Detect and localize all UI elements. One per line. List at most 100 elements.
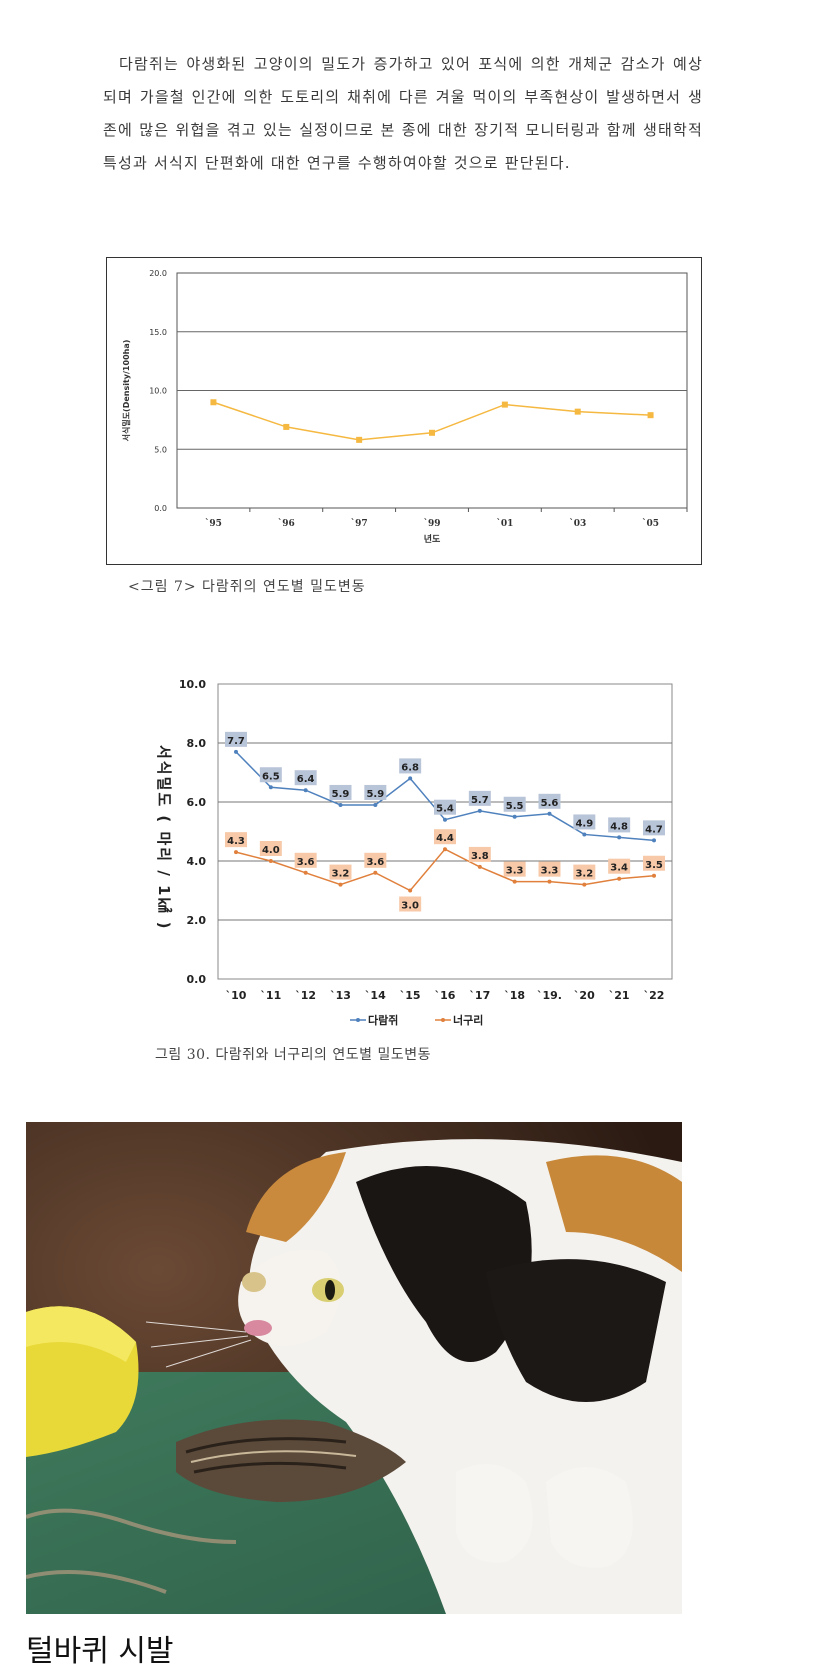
chart2-point (547, 811, 552, 816)
chart2-point (477, 808, 482, 813)
chart2-data-label-bg (468, 846, 491, 862)
chart2-legend-label: 너구리 (453, 1013, 483, 1027)
chart1-point (574, 408, 581, 415)
chart1-ytick-label: 20.0 (149, 269, 167, 278)
chart2-data-label-bg (259, 767, 282, 783)
chart2-data-label: 5.6 (541, 798, 559, 809)
chart2-data-label-bg (364, 784, 387, 800)
chart2-data-label-bg (538, 861, 561, 877)
chart2-xtick-label: `19. (537, 989, 562, 1002)
chart2-xtick-label: `11 (260, 989, 281, 1002)
chart2-point (303, 788, 308, 793)
chart2-point (547, 879, 552, 884)
chart2-data-label-bg (503, 796, 526, 812)
chart2-point (338, 802, 343, 807)
chart2-point (652, 838, 656, 843)
chart2-data-label: 3.2 (575, 869, 593, 880)
chart2-point (234, 850, 238, 855)
chart2-data-label: 3.3 (506, 866, 524, 877)
paragraph-text: 다람쥐는 야생화된 고양이의 밀도가 증가하고 있어 포식에 의한 개체군 감소… (103, 55, 703, 172)
chart2-data-label: 3.5 (645, 860, 663, 871)
chart1-point (647, 412, 654, 419)
chart2-data-label-bg (294, 770, 317, 786)
chart1-xtick-label: `03 (569, 518, 586, 529)
chart2-data-label: 4.9 (575, 818, 593, 829)
chart1-xtick-label: `05 (642, 518, 659, 529)
chart2-xtick-label: `14 (365, 989, 386, 1002)
chart2-ytick-label: 0.0 (187, 973, 207, 986)
chart2-xtick-label: `15 (400, 989, 421, 1002)
chart1-xtick-label: `95 (205, 518, 222, 529)
chart1-xtick-label: `99 (423, 518, 440, 529)
chart1-svg: 0.0 5.0 10.0 15.0 20.0 `95 `96 `97 `99 `01 `03 `05 년… (121, 269, 688, 545)
chart2-point (303, 870, 308, 875)
chart2-point (617, 835, 622, 840)
chart2-data-label-bg (399, 758, 422, 774)
chart2-point (652, 873, 656, 878)
chart2-data-label: 5.7 (471, 795, 489, 806)
chart2-data-label: 6.8 (401, 762, 419, 773)
figure7-caption: <그림 7> 다람쥐의 연도별 밀도변동 (128, 579, 366, 595)
chart2-data-label: 4.0 (262, 845, 280, 856)
chart2-data-label-bg (329, 784, 352, 800)
chart2-data-label-bg (259, 841, 282, 856)
chart2-data-label: 6.4 (297, 774, 315, 785)
chart2-data-label-bg (225, 832, 247, 848)
chart2-point (582, 832, 587, 837)
chart2-data-label: 3.2 (332, 869, 350, 880)
chart2-data-label: 4.8 (610, 821, 628, 832)
chart2-xtick-label: `13 (330, 989, 351, 1002)
chart2-data-label-bg (573, 864, 596, 880)
intro-paragraph: 다람쥐는 야생화된 고양이의 밀도가 증가하고 있어 포식에 의한 개체군 감소… (103, 48, 703, 180)
chart2-data-label-bg (573, 814, 596, 830)
chart2-ylabel: 서식밀도 ( 마리 / 1㎢ ) (155, 745, 173, 931)
chart2-data-label-bg (294, 852, 317, 868)
chart1-ytick-label: 10.0 (149, 387, 167, 396)
chart2-data-label: 3.4 (610, 863, 628, 874)
bottom-caption: 털바퀴 시발 (26, 1634, 174, 1669)
chart1-xtick-label: `97 (351, 518, 368, 529)
chart2-ytick-label: 4.0 (187, 855, 207, 868)
chart2-data-label-bg (434, 799, 456, 815)
chart2-data-label-bg (399, 896, 422, 912)
figure30-caption: 그림 30. 다람쥐와 너구리의 연도별 밀도변동 (155, 1047, 431, 1063)
chart2-xtick-label: `20 (574, 989, 595, 1002)
chart2-data-label-bg (643, 820, 665, 836)
chart2-point (512, 814, 517, 819)
chart2-data-label-bg (538, 793, 561, 809)
chart2-xtick-label: `10 (226, 989, 247, 1002)
chart2-data-label: 7.7 (227, 736, 245, 747)
chart2-point (408, 888, 413, 893)
chart2-point (373, 870, 378, 875)
chart2-xtick-label: `18 (504, 989, 525, 1002)
cat-photo-illustration (26, 1122, 682, 1614)
chart2-point (373, 802, 378, 807)
chart2-data-label-bg (503, 861, 526, 877)
chart1-xtick-label: `01 (496, 518, 513, 529)
chart2-point (512, 879, 517, 884)
chart2-point (617, 876, 622, 881)
chart2-point (443, 817, 447, 822)
chart1-xlabel: 년도 (424, 533, 441, 545)
chart2-point (477, 864, 482, 869)
chart2-xtick-label: `21 (609, 989, 630, 1002)
chart2-point (234, 749, 238, 754)
chart1-ytick-label: 15.0 (149, 328, 167, 337)
chart2-point (268, 785, 273, 790)
chart2-legend-marker (356, 1018, 360, 1022)
chart2-data-label-bg (329, 864, 352, 880)
chart2-data-label: 4.4 (436, 833, 454, 844)
chart1-xtick-label: `96 (278, 518, 295, 529)
chart2-xtick-label: `17 (469, 989, 490, 1002)
chart2-data-label: 3.0 (401, 901, 419, 912)
chart2-data-label-bg (643, 855, 665, 871)
chart2-data-label-bg (364, 852, 387, 868)
chart1-frame: 0.0 5.0 10.0 15.0 20.0 `95 `96 `97 `99 `01 `03 `05 년… (106, 257, 702, 565)
chart1-point (283, 423, 290, 430)
chart2-ytick-label: 6.0 (187, 796, 207, 809)
chart2-point (408, 776, 413, 781)
chart2-legend-label: 다람쥐 (368, 1013, 398, 1027)
chart2-data-label: 6.5 (262, 771, 280, 782)
chart2-xtick-label: `16 (435, 989, 456, 1002)
chart2-data-label: 5.4 (436, 804, 454, 815)
